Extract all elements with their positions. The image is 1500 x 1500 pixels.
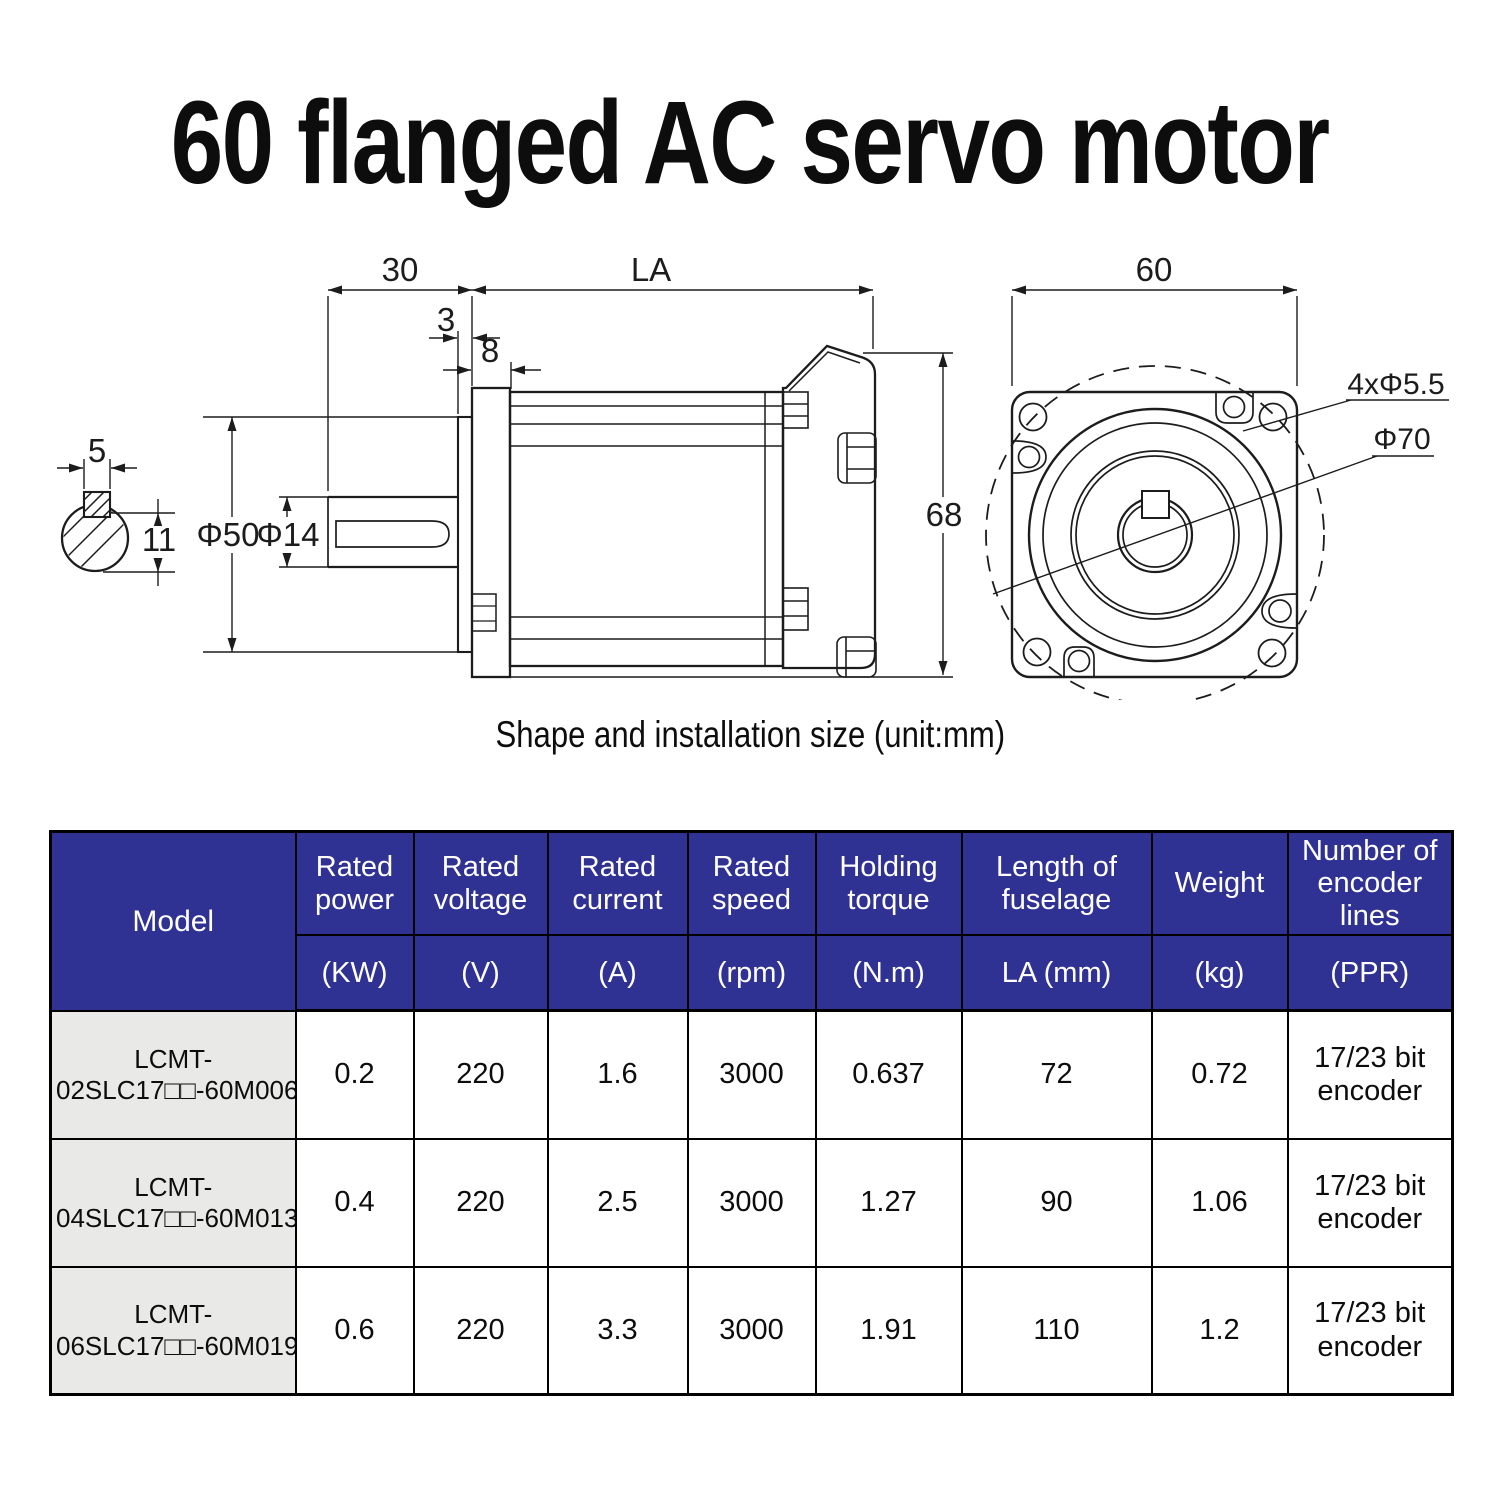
value-cell: 0.2 <box>294 1009 415 1140</box>
value-cell: 1.27 <box>814 1137 963 1268</box>
dimension-drawing: 5 11 30 LA 60 3 8 68 Φ50 Φ14 4xΦ5.5 Φ70 <box>57 251 1449 700</box>
col-header-rated-speed: Rated speed <box>686 830 817 937</box>
value-cell: 72 <box>960 1009 1153 1140</box>
bolt-circle-dashed <box>985 365 1325 700</box>
value-cell: 0.4 <box>294 1137 415 1268</box>
flange-plate <box>470 386 512 679</box>
unit-fuselage-length: LA (mm) <box>960 934 1153 1013</box>
value-cell: 3000 <box>686 1137 817 1268</box>
value-cell: 3000 <box>686 1009 817 1140</box>
dimension-labels: 5 11 30 LA 60 3 8 68 Φ50 Φ14 4xΦ5.5 Φ70 <box>88 251 1445 558</box>
model-cell: LCMT-04SLC17□□-60M01330B <box>49 1137 297 1268</box>
value-cell: 2.5 <box>546 1137 689 1268</box>
col-header-encoder-lines: Number of encoder lines <box>1286 830 1454 937</box>
spec-table: Model Rated power Rated voltage Rated cu… <box>49 830 1454 1397</box>
unit-rated-speed: (rpm) <box>686 934 817 1013</box>
table-row: LCMT-02SLC17□□-60M00630B 0.2 220 1.6 300… <box>49 1009 1454 1140</box>
keyway-slot <box>335 520 450 548</box>
unit-holding-torque: (N.m) <box>814 934 963 1013</box>
mounting-holes <box>1018 402 1288 668</box>
dim-key-width: 5 <box>88 432 106 469</box>
col-header-fuselage-length: Length of fuselage <box>960 830 1153 937</box>
value-cell: 1.2 <box>1150 1265 1289 1396</box>
dim-shaft-length: 30 <box>382 251 419 288</box>
value-cell: 17/23 bit encoder <box>1286 1265 1454 1396</box>
unit-rated-power: (KW) <box>294 934 415 1013</box>
front-view <box>985 365 1325 700</box>
dimension-lines <box>57 285 1449 678</box>
col-header-weight: Weight <box>1150 830 1289 937</box>
table-row: LCMT-06SLC17□□-60M01930B 0.6 220 3.3 300… <box>49 1265 1454 1396</box>
page-title-text: 60 flanged AC servo motor <box>171 77 1330 209</box>
col-header-model: Model <box>49 830 297 1012</box>
value-cell: 3.3 <box>546 1265 689 1396</box>
value-cell: 0.72 <box>1150 1009 1289 1140</box>
value-cell: 0.6 <box>294 1265 415 1396</box>
model-cell: LCMT-06SLC17□□-60M01930B <box>49 1265 297 1396</box>
unit-rated-current: (A) <box>546 934 689 1013</box>
flange-square <box>1010 390 1299 679</box>
value-cell: 17/23 bit encoder <box>1286 1137 1454 1268</box>
unit-weight: (kg) <box>1150 934 1289 1013</box>
unit-encoder-lines: (PPR) <box>1286 934 1454 1013</box>
dim-shaft-diameter: Φ14 <box>256 516 319 553</box>
dim-boss-depth: 3 <box>437 301 455 338</box>
value-cell: 220 <box>412 1265 549 1396</box>
dim-body-height: 68 <box>926 496 963 533</box>
side-view <box>327 344 877 679</box>
dim-boss-diameter: Φ50 <box>196 516 259 553</box>
unit-rated-voltage: (V) <box>412 934 549 1013</box>
motor-body <box>508 390 785 668</box>
dim-mounting-holes: 4xΦ5.5 <box>1347 368 1444 401</box>
col-header-rated-power: Rated power <box>294 830 415 937</box>
value-cell: 3000 <box>686 1265 817 1396</box>
header-row-names: Model Rated power Rated voltage Rated cu… <box>49 830 1454 1012</box>
model-cell: LCMT-02SLC17□□-60M00630B <box>49 1009 297 1140</box>
table-row: LCMT-04SLC17□□-60M01330B 0.4 220 2.5 300… <box>49 1137 1454 1268</box>
value-cell: 1.6 <box>546 1009 689 1140</box>
dim-body-length: LA <box>631 251 671 288</box>
value-cell: 90 <box>960 1137 1153 1268</box>
drawing-caption-text: Shape and installation size (unit:mm) <box>495 714 1005 755</box>
value-cell: 220 <box>412 1137 549 1268</box>
value-cell: 0.637 <box>814 1009 963 1140</box>
page-title: 60 flanged AC servo motor <box>0 84 1500 202</box>
shaft-section-view <box>60 490 130 573</box>
value-cell: 17/23 bit encoder <box>1286 1009 1454 1140</box>
dim-flange-thickness: 8 <box>481 332 499 369</box>
dim-key-depth: 11 <box>142 521 176 558</box>
pilot-boss <box>456 415 474 654</box>
col-header-holding-torque: Holding torque <box>814 830 963 937</box>
value-cell: 220 <box>412 1009 549 1140</box>
value-cell: 110 <box>960 1265 1153 1396</box>
col-header-rated-voltage: Rated voltage <box>412 830 549 937</box>
dim-flange-width: 60 <box>1136 251 1173 288</box>
drawing-caption: Shape and installation size (unit:mm) <box>0 714 1500 756</box>
value-cell: 1.06 <box>1150 1137 1289 1268</box>
header-row-units: (KW) (V) (A) (rpm) (N.m) LA (mm) (kg) (P… <box>51 934 1454 1013</box>
col-header-rated-current: Rated current <box>546 830 689 937</box>
encoder-housing <box>781 344 877 670</box>
value-cell: 1.91 <box>814 1265 963 1396</box>
dim-bolt-circle: Φ70 <box>1373 423 1430 456</box>
key-front <box>1141 490 1170 519</box>
